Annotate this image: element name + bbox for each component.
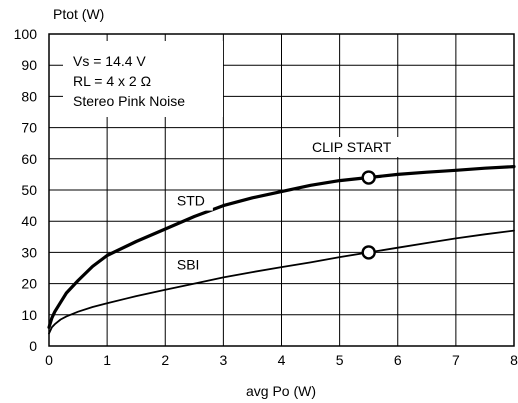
condition-rl: RL = 4 x 2 Ω [73,73,151,89]
clip-start-label-bg [307,137,415,157]
x-tick-label: 6 [394,352,402,368]
series-label-bg [172,255,213,275]
x-tick-label: 0 [45,352,53,368]
x-tick-label: 5 [336,352,344,368]
condition-signal: Stereo Pink Noise [73,93,185,109]
clip-start-marker-sbi [361,245,376,260]
clip-start-label: CLIP START [312,139,392,155]
x-tick-label: 4 [278,352,286,368]
condition-vs: Vs = 14.4 V [73,53,146,69]
series-lines [47,165,516,335]
y-axis-label: Ptot (W) [53,6,104,22]
series-line-std [47,165,516,329]
plot-frame [48,33,515,347]
x-tick-label: 7 [452,352,460,368]
y-tick-label: 100 [14,26,38,42]
y-tick-label: 0 [29,338,37,354]
y-tick-label: 10 [21,307,37,323]
clip-start-markers [361,170,376,260]
grid [49,34,514,346]
conditions-box-bg [63,41,223,117]
y-tick-label: 90 [21,57,37,73]
y-tick-label: 50 [21,182,37,198]
series-label-sbi: SBI [177,257,200,273]
y-tick-label: 80 [21,88,37,104]
x-tick-label: 1 [103,352,111,368]
clip-start-marker-std [361,170,376,185]
x-tick-label: 3 [219,352,227,368]
x-tick-label: 8 [510,352,518,368]
y-tick-label: 30 [21,244,37,260]
y-tick-label: 60 [21,151,37,167]
y-tick-label: 40 [21,213,37,229]
series-label-std: STD [177,193,205,209]
series-label-bg [172,191,213,211]
x-axis-label: avg Po (W) [246,383,316,399]
y-tick-label: 20 [21,276,37,292]
annotations: Vs = 14.4 V RL = 4 x 2 Ω Stereo Pink Noi… [63,41,415,275]
x-tick-label: 2 [161,352,169,368]
y-tick-label: 70 [21,120,37,136]
series-line-sbi [48,229,515,335]
